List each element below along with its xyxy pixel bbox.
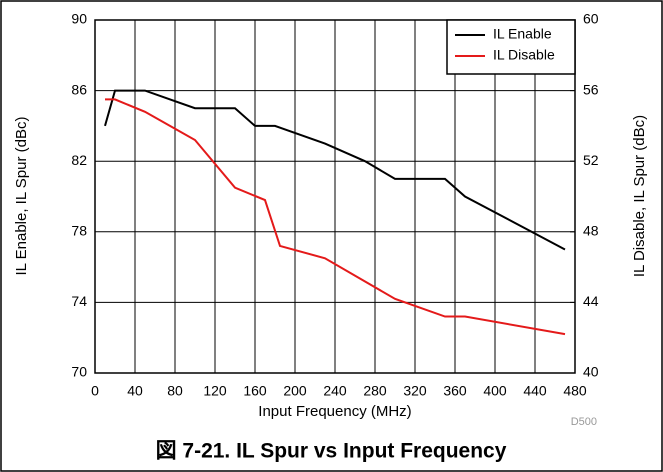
x-tick-label: 160: [243, 383, 267, 399]
x-tick-label: 80: [167, 383, 183, 399]
annotation: D500: [571, 416, 597, 428]
line-series: [105, 98, 566, 336]
y2-tick-label: 60: [583, 11, 599, 27]
x-tick-label: 40: [127, 383, 143, 399]
y2-axis-label: IL Disable, IL Spur (dBc): [631, 115, 648, 277]
x-axis-label: Input Frequency (MHz): [258, 403, 411, 420]
plot-frame: [94, 19, 576, 374]
line-series: [104, 89, 566, 251]
x-tick-label: 400: [483, 383, 507, 399]
y-axis-label: IL Enable, IL Spur (dBc): [13, 117, 30, 276]
x-tick-label: 480: [563, 383, 587, 399]
x-tick-label: 360: [443, 383, 467, 399]
x-tick-label: 200: [283, 383, 307, 399]
y-tick-label: 90: [71, 11, 87, 27]
y2-tick-label: 48: [583, 223, 599, 239]
x-tick-label: 120: [203, 383, 227, 399]
x-tick-label: 320: [403, 383, 427, 399]
y2-tick-label: 56: [583, 81, 599, 97]
legend-box: [446, 19, 576, 75]
legend-label: IL Enable: [493, 26, 552, 42]
x-tick-label: 0: [91, 383, 99, 399]
y-tick-label: 78: [71, 223, 87, 239]
y2-tick-label: 52: [583, 152, 599, 168]
x-tick-label: 240: [323, 383, 347, 399]
y-tick-label: 74: [71, 293, 87, 309]
chart-title: 図 7-21. IL Spur vs Input Frequency: [156, 440, 507, 463]
y2-tick-label: 44: [583, 293, 599, 309]
y-tick-label: 70: [71, 364, 87, 380]
y2-tick-label: 40: [583, 364, 599, 380]
x-tick-label: 440: [523, 383, 547, 399]
legend-label: IL Disable: [493, 47, 555, 63]
x-tick-label: 280: [363, 383, 387, 399]
y-tick-label: 82: [71, 152, 87, 168]
y-tick-label: 86: [71, 81, 87, 97]
